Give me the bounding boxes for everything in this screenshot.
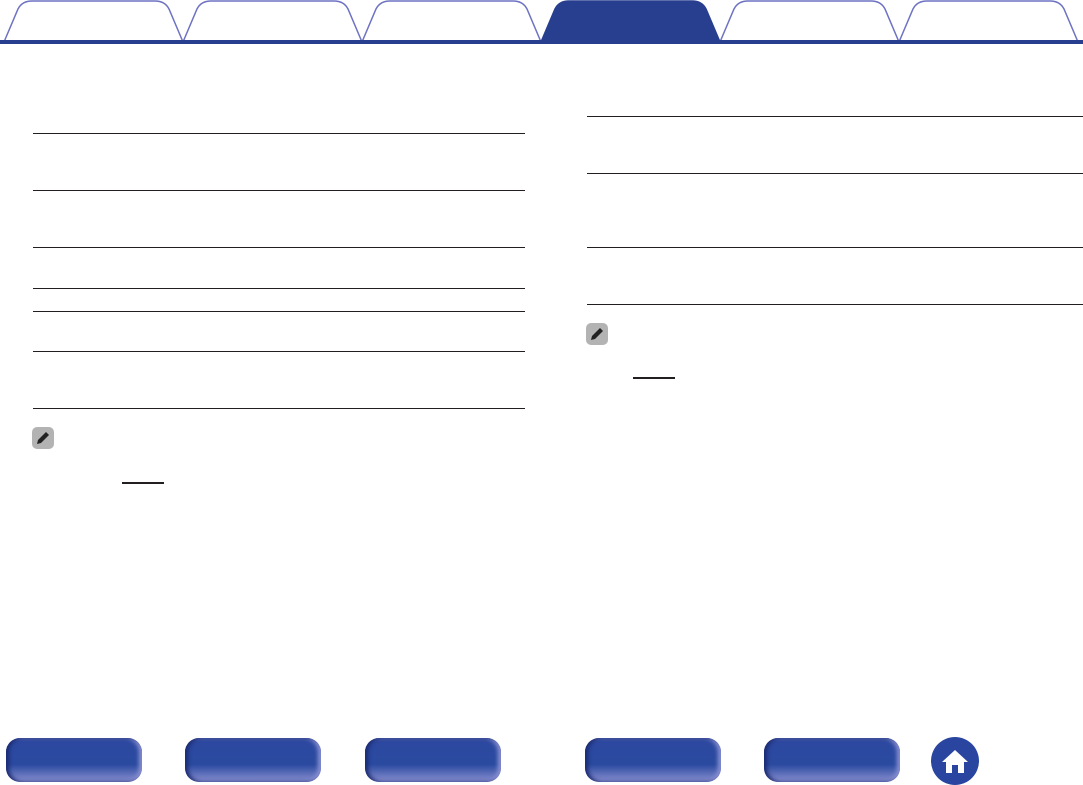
home-icon <box>942 750 968 773</box>
tab-5[interactable] <box>719 0 900 43</box>
table-rule <box>33 190 525 191</box>
nav-button-4[interactable] <box>585 738 721 782</box>
tab-6[interactable] <box>898 0 1079 43</box>
table-rule <box>33 408 525 409</box>
tab-3[interactable] <box>361 0 542 43</box>
table-rule <box>587 173 1083 174</box>
tab-1[interactable] <box>3 0 184 43</box>
table-rule <box>587 247 1083 248</box>
tab-bar <box>0 0 1083 44</box>
table-rule <box>587 116 1083 117</box>
nav-button-5[interactable] <box>764 738 900 782</box>
table-rule <box>33 311 525 312</box>
table-rule <box>33 288 525 289</box>
nav-button-2[interactable] <box>185 738 321 782</box>
pencil-icon <box>586 323 608 345</box>
pencil-icon <box>32 427 54 449</box>
tab-4[interactable] <box>539 0 722 43</box>
table-rule <box>33 351 525 352</box>
table-rule <box>33 247 525 248</box>
table-rule <box>587 304 1083 305</box>
link-underline[interactable] <box>122 482 164 484</box>
tab-2[interactable] <box>182 0 363 43</box>
nav-button-3[interactable] <box>365 738 501 782</box>
home-button[interactable] <box>931 737 979 785</box>
link-underline[interactable] <box>633 377 675 379</box>
nav-button-1[interactable] <box>6 738 142 782</box>
table-rule <box>33 133 525 134</box>
